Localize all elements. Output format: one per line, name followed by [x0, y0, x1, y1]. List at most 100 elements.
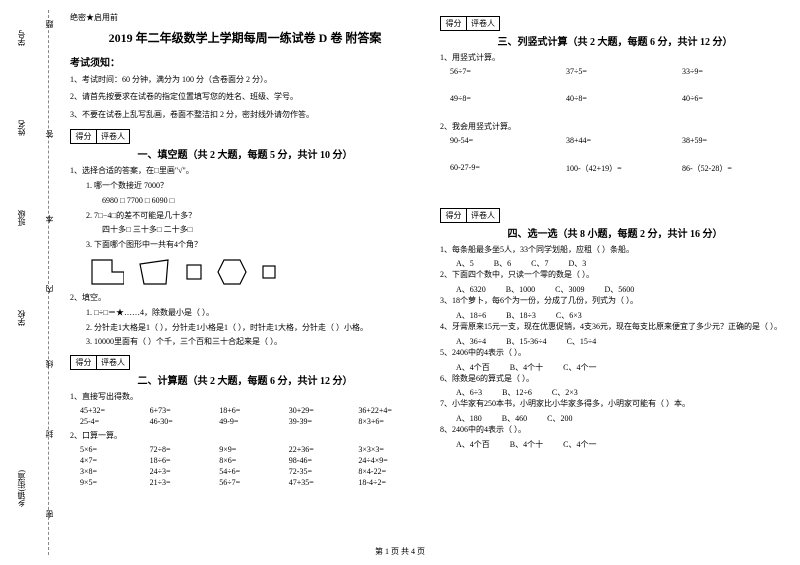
score-box-3: 得分 评卷人	[440, 16, 500, 31]
calc-cell: 54÷6=	[219, 467, 281, 476]
calc-cell: 4×7=	[80, 456, 142, 465]
right-column: 得分 评卷人 三、列竖式计算（共 2 大题，每题 6 分，共计 12 分） 1、…	[440, 12, 790, 542]
calc-cell: 24÷4×9=	[358, 456, 420, 465]
seal-mark-6: 封	[44, 430, 55, 438]
vert-row-4: 60-27-9= 100-（42+19）= 86-（52-28）=	[450, 163, 790, 174]
side-label-xingming: 姓名	[16, 120, 27, 136]
opt: C、15÷4	[567, 336, 597, 347]
opt: B、6	[494, 258, 511, 269]
opt: C、2×3	[552, 387, 578, 398]
opt: B、4个十	[510, 362, 543, 373]
s4-q7-opts: A、180 B、460 C、200	[456, 413, 790, 424]
s4-q1: 1、每条船最多坐5人，33个同学划船，应租（ ）条船。	[440, 244, 790, 257]
s2-q1: 1、直接写出得数。	[70, 391, 420, 404]
calc-cell: 24÷3=	[150, 467, 212, 476]
opt: B、460	[502, 413, 527, 424]
vert-cell: 33÷9=	[682, 67, 790, 76]
calc-cell: 49-9=	[219, 417, 281, 426]
page-content: 绝密★启用前 2019 年二年级数学上学期每周一练试卷 D 卷 附答案 考试须知…	[70, 12, 790, 542]
calc-cell: 9×5=	[80, 478, 142, 487]
calc-cell: 47+35=	[289, 478, 351, 487]
calc-cell: 30+29=	[289, 406, 351, 415]
opt: C、3009	[555, 284, 584, 295]
q2-1: 1. □÷□＝★……4，除数最小是（ ）。	[86, 307, 420, 320]
secret-label: 绝密★启用前	[70, 12, 420, 23]
calc-cell: 56÷7=	[219, 478, 281, 487]
opt: B、18÷3	[506, 310, 536, 321]
exam-title: 2019 年二年级数学上学期每周一练试卷 D 卷 附答案	[70, 29, 420, 46]
s4-q6: 6、除数是6的算式是（ ）。	[440, 373, 790, 386]
q1-2: 2. 7□−4□的差不可能是几十多？	[86, 210, 420, 223]
opt: A、36÷4	[456, 336, 486, 347]
s4-q5-opts: A、4个百 B、4个十 C、4个一	[456, 362, 790, 373]
s3-q2: 2、我会用竖式计算。	[440, 121, 790, 134]
s3-q1: 1、用竖式计算。	[440, 52, 790, 65]
notice-heading: 考试须知：	[70, 54, 420, 69]
opt: C、6×3	[556, 310, 582, 321]
calc-cell: 8×3+6=	[358, 417, 420, 426]
opt: B、4个十	[510, 439, 543, 450]
calc-cell: 6+73=	[150, 406, 212, 415]
shape-quad	[138, 258, 172, 286]
grader-label-4: 评卷人	[467, 209, 499, 222]
seal-mark-3: 本	[44, 215, 55, 223]
score-label-2: 得分	[71, 356, 97, 369]
calc-cell: 5×6=	[80, 445, 142, 454]
vert-cell: 90-54=	[450, 136, 558, 145]
q1-1-opts: 6980 □ 7700 □ 6090 □	[102, 195, 420, 208]
calc-cell: 46-30=	[150, 417, 212, 426]
s4-q3-opts: A、18÷6 B、18÷3 C、6×3	[456, 310, 790, 321]
s4-q3: 3、18个萝卜，每6个为一份，分成了几份，列式为（ ）。	[440, 295, 790, 308]
calc-cell: 9×9=	[219, 445, 281, 454]
opt: A、6÷3	[456, 387, 482, 398]
notice-3: 3、不要在试卷上乱写乱画，卷面不整洁扣 2 分，密封线外请勿作答。	[70, 108, 420, 122]
s4-q4-opts: A、36÷4 B、15-36÷4 C、15÷4	[456, 336, 790, 347]
calc-cell: 18-4÷2=	[358, 478, 420, 487]
q1-3: 3. 下面哪个图形中一共有4个角？	[86, 239, 420, 252]
s2-q2: 2、口算一算。	[70, 430, 420, 443]
calc-grid-1: 45+32= 6+73= 18+6= 30+29= 36+22+4= 25-4=…	[80, 406, 420, 426]
s4-q4: 4、牙膏原来15元一支，现在优惠促销，4支36元，现在每支比原来便宜了多少元？正…	[440, 321, 790, 334]
score-box-4: 得分 评卷人	[440, 208, 500, 223]
opt: C、200	[547, 413, 572, 424]
opt: D、5600	[604, 284, 634, 295]
grader-label-3: 评卷人	[467, 17, 499, 30]
score-label-4: 得分	[441, 209, 467, 222]
side-label-xuehao: 学号	[16, 30, 27, 46]
notice-1: 1、考试时间：60 分钟，满分为 100 分（含卷面分 2 分）。	[70, 73, 420, 87]
shape-hexagon	[216, 258, 248, 286]
seal-mark-1: 题	[44, 20, 55, 28]
seal-mark-4: 内	[44, 285, 55, 293]
q1: 1、选择合适的答案，在□里画"√"。	[70, 165, 420, 178]
vert-row-2: 49÷8= 40÷8= 40÷6=	[450, 94, 790, 103]
opt: C、4个一	[563, 439, 596, 450]
vert-cell: 38+44=	[566, 136, 674, 145]
calc-cell: 21÷3=	[150, 478, 212, 487]
opt: D、3	[568, 258, 586, 269]
calc-grid-2: 5×6= 72÷8= 9×9= 22+36= 3×3×3= 4×7= 18÷6=…	[80, 445, 420, 487]
opt: A、18÷6	[456, 310, 486, 321]
calc-cell: 98-46=	[289, 456, 351, 465]
vert-row-3: 90-54= 38+44= 38+59=	[450, 136, 790, 145]
opt: C、4个一	[563, 362, 596, 373]
side-label-xuexiao: 学校	[16, 310, 27, 326]
s4-q7: 7、小华家有250本书，小明家比小华家多得多，小明家可能有（ ）本。	[440, 398, 790, 411]
notice-2: 2、请首先按要求在试卷的指定位置填写您的姓名、班级、学号。	[70, 90, 420, 104]
opt: A、5	[456, 258, 474, 269]
calc-cell: 39-39=	[289, 417, 351, 426]
opt: B、1000	[506, 284, 535, 295]
vert-cell: 38+59=	[682, 136, 790, 145]
calc-cell: 3×8=	[80, 467, 142, 476]
shapes-row	[90, 258, 420, 286]
calc-cell: 36+22+4=	[358, 406, 420, 415]
side-binding-area: 学号 姓名 班级 学校 乡镇(街道) 题 答 本 内 线 封 密	[8, 0, 63, 565]
seal-mark-7: 密	[44, 510, 55, 518]
seal-mark-5: 线	[44, 360, 55, 368]
side-label-xiangzhen: 乡镇(街道)	[16, 470, 27, 507]
calc-cell: 45+32=	[80, 406, 142, 415]
shape-square-tiny	[262, 265, 276, 279]
q1-2-opts: 四十多□ 三十多□ 二十多□	[102, 224, 420, 237]
s4-q1-opts: A、5 B、6 C、7 D、3	[456, 258, 790, 269]
score-box-2: 得分 评卷人	[70, 355, 130, 370]
opt: B、15-36÷4	[506, 336, 546, 347]
